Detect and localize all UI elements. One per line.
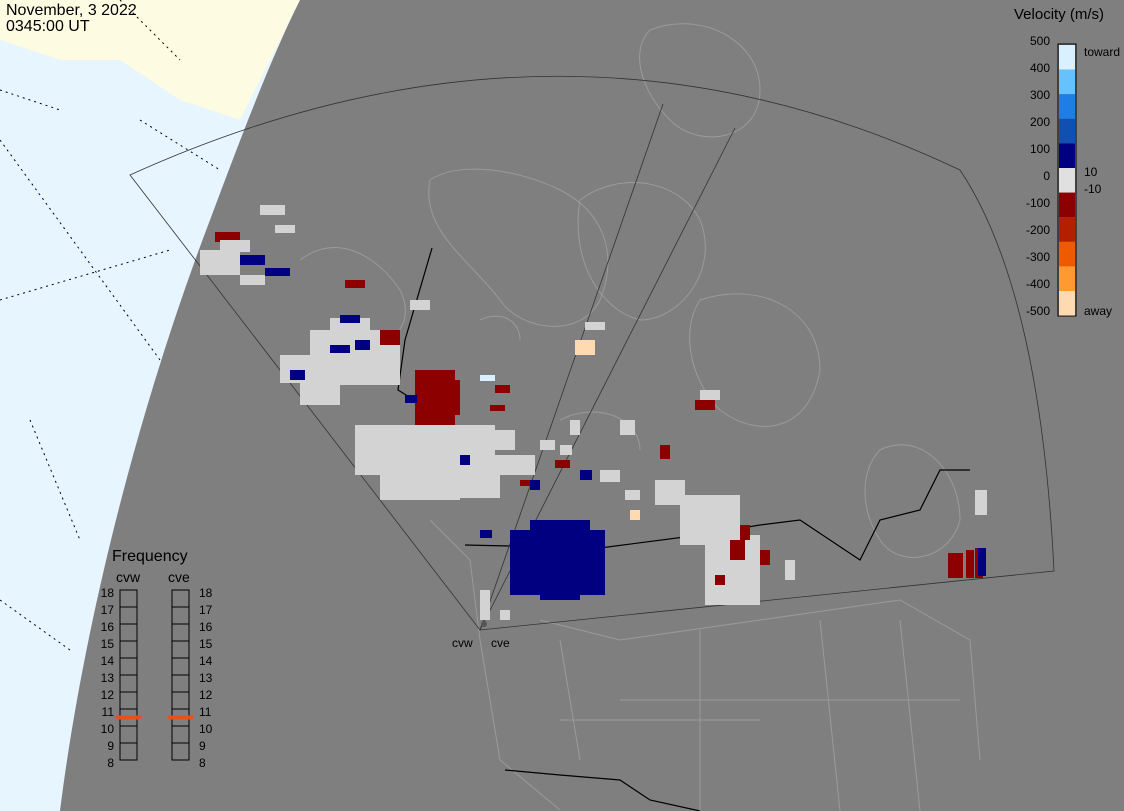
away-label: away xyxy=(1084,304,1113,318)
frequency-tick-left: 18 xyxy=(100,586,114,600)
frequency-tick-left: 15 xyxy=(100,637,114,651)
velocity-tick: -300 xyxy=(1025,250,1050,264)
frequency-tick-left: 14 xyxy=(100,654,114,668)
cve-frequency-marker xyxy=(168,715,193,720)
velocity-title: Velocity (m/s) xyxy=(1014,6,1105,23)
frequency-tick-right: 18 xyxy=(199,586,213,600)
plot-time: 0345:00 UT xyxy=(6,18,90,35)
velocity-inner-tick: 10 xyxy=(1084,165,1098,179)
frequency-tick-left: 12 xyxy=(100,688,114,702)
velocity-tick: 400 xyxy=(1029,61,1050,75)
velocity-tick: 200 xyxy=(1029,115,1050,129)
colorbar-segment xyxy=(1059,168,1075,193)
colorbar-segment xyxy=(1059,69,1075,95)
frequency-tick-left: 8 xyxy=(107,756,114,770)
frequency-tick-right: 9 xyxy=(199,739,206,753)
radar-label-cvw: cvw xyxy=(452,636,473,650)
frequency-tick-left: 9 xyxy=(107,739,114,753)
frequency-tick-left: 11 xyxy=(101,705,114,719)
earth-disk xyxy=(60,0,1124,811)
toward-label: toward xyxy=(1084,45,1121,59)
velocity-tick: 500 xyxy=(1029,34,1050,48)
colorbar-segment xyxy=(1059,118,1075,144)
frequency-tick-left: 10 xyxy=(100,722,114,736)
frequency-tick-right: 8 xyxy=(199,756,206,770)
lat-lon-grid xyxy=(0,0,221,651)
velocity-inner-tick: -10 xyxy=(1084,182,1102,196)
frequency-tick-right: 16 xyxy=(199,620,213,634)
frequency-tick-right: 17 xyxy=(199,603,213,617)
frequency-gauges xyxy=(119,589,190,761)
colorbar-segment xyxy=(1059,217,1075,242)
cvw-frequency-marker xyxy=(116,715,141,720)
velocity-colorbar xyxy=(1057,43,1077,317)
cve-heading: cve xyxy=(168,569,190,585)
velocity-tick: 0 xyxy=(1043,169,1050,183)
velocity-tick: 100 xyxy=(1029,142,1050,156)
colorbar-segment xyxy=(1059,45,1075,70)
radar-site-marker xyxy=(481,621,487,627)
colorbar-segment xyxy=(1059,94,1075,119)
frequency-tick-left: 17 xyxy=(100,603,114,617)
plot-date: November, 3 2022 xyxy=(6,2,137,19)
velocity-tick: 300 xyxy=(1029,88,1050,102)
frequency-tick-right: 13 xyxy=(199,671,213,685)
velocity-cells xyxy=(200,205,987,620)
colorbar-segment xyxy=(1059,143,1075,168)
coastlines xyxy=(299,23,981,811)
frequency-tick-left: 13 xyxy=(100,671,114,685)
colorbar-segment xyxy=(1059,241,1075,267)
radar-label-cve: cve xyxy=(491,636,510,650)
frequency-tick-right: 15 xyxy=(199,637,213,651)
velocity-tick: -400 xyxy=(1025,277,1050,291)
colorbar-segment xyxy=(1059,291,1075,316)
velocity-tick: -500 xyxy=(1025,304,1050,318)
frequency-tick-right: 14 xyxy=(199,654,213,668)
frequency-tick-right: 12 xyxy=(199,688,213,702)
velocity-tick: -200 xyxy=(1025,223,1050,237)
cvw-heading: cvw xyxy=(116,569,141,585)
frequency-title: Frequency xyxy=(112,548,188,565)
frequency-tick-left: 16 xyxy=(100,620,114,634)
colorbar-segment xyxy=(1059,192,1075,218)
frequency-markers xyxy=(116,715,193,720)
velocity-tick: -100 xyxy=(1025,196,1050,210)
colorbar-segment xyxy=(1059,266,1075,291)
frequency-tick-right: 11 xyxy=(199,705,212,719)
land-area xyxy=(0,0,300,120)
frequency-tick-right: 10 xyxy=(199,722,213,736)
